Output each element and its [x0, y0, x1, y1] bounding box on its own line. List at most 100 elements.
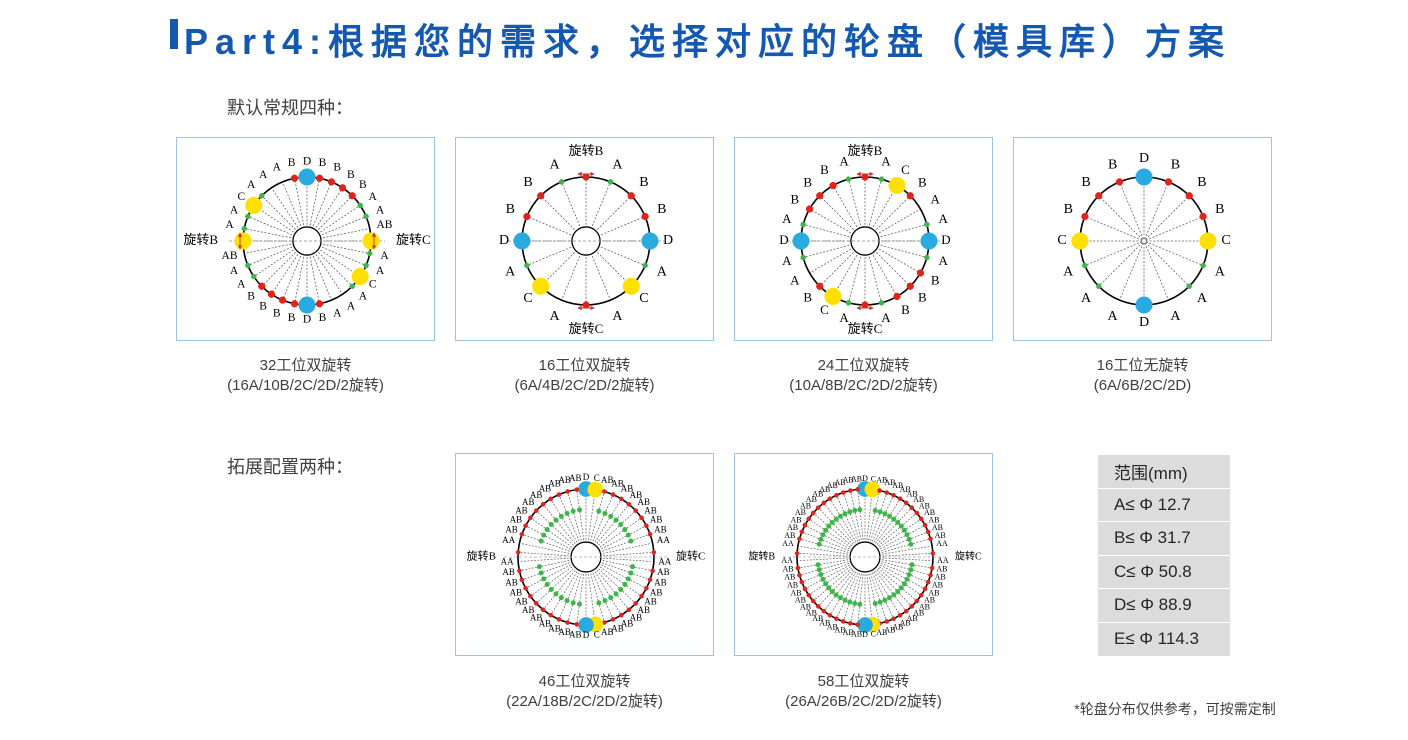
svg-text:D: D [862, 474, 868, 483]
svg-text:A: A [657, 265, 668, 280]
svg-text:AA: AA [501, 556, 514, 566]
svg-text:A: A [259, 169, 268, 181]
svg-text:A: A [237, 279, 246, 291]
svg-text:A: A [1215, 265, 1226, 280]
svg-text:AB: AB [657, 567, 670, 577]
svg-text:B: B [273, 308, 281, 320]
svg-text:旋转B: 旋转B [183, 232, 218, 247]
svg-text:D: D [941, 232, 950, 247]
svg-text:B: B [791, 191, 800, 206]
svg-text:旋转B: 旋转B [848, 143, 883, 158]
svg-text:B: B [333, 162, 341, 174]
svg-text:AA: AA [657, 535, 670, 545]
svg-text:B: B [319, 312, 327, 324]
svg-text:旋转C: 旋转C [955, 549, 982, 562]
svg-text:B: B [1171, 157, 1180, 172]
svg-text:B: B [319, 157, 327, 169]
svg-text:AB: AB [876, 628, 887, 637]
svg-text:A: A [376, 204, 385, 216]
svg-text:B: B [1081, 175, 1090, 190]
svg-text:B: B [288, 157, 296, 169]
svg-text:AB: AB [601, 627, 614, 637]
svg-text:A: A [930, 191, 940, 206]
svg-text:B: B [1108, 157, 1117, 172]
svg-text:C: C [820, 302, 829, 317]
svg-text:C: C [594, 473, 600, 483]
svg-text:旋转C: 旋转C [396, 232, 431, 247]
svg-text:B: B [247, 291, 255, 303]
svg-text:B: B [523, 175, 532, 190]
svg-text:B: B [1064, 202, 1073, 217]
svg-text:B: B [803, 289, 812, 304]
svg-text:AA: AA [782, 539, 794, 548]
svg-text:A: A [273, 162, 282, 174]
svg-text:B: B [259, 300, 267, 312]
svg-text:C: C [1057, 233, 1066, 248]
svg-text:B: B [1215, 202, 1224, 217]
svg-text:B: B [347, 169, 355, 181]
svg-text:A: A [333, 308, 342, 320]
svg-text:A: A [939, 253, 949, 268]
svg-text:AB: AB [851, 474, 862, 483]
svg-text:D: D [779, 232, 788, 247]
svg-text:D: D [583, 472, 590, 482]
svg-text:A: A [230, 265, 239, 277]
svg-text:B: B [931, 272, 940, 287]
svg-text:C: C [1221, 233, 1230, 248]
svg-text:AB: AB [654, 578, 667, 588]
svg-text:D: D [663, 233, 673, 248]
svg-text:D: D [862, 630, 868, 639]
svg-text:B: B [639, 175, 648, 190]
svg-text:AB: AB [510, 515, 523, 525]
svg-text:A: A [550, 309, 561, 324]
svg-text:A: A [782, 211, 792, 226]
svg-text:C: C [237, 191, 245, 203]
svg-text:旋转C: 旋转C [676, 549, 705, 563]
svg-text:A: A [247, 179, 256, 191]
svg-text:B: B [359, 179, 367, 191]
svg-text:B: B [506, 202, 515, 217]
svg-text:C: C [594, 629, 600, 639]
svg-text:AA: AA [502, 535, 515, 545]
svg-text:A: A [225, 219, 234, 231]
svg-text:B: B [657, 202, 666, 217]
svg-text:A: A [505, 265, 516, 280]
svg-text:旋转B: 旋转B [467, 549, 496, 563]
svg-text:AA: AA [781, 556, 793, 565]
svg-text:AB: AB [502, 567, 515, 577]
svg-text:旋转C: 旋转C [848, 321, 883, 336]
svg-text:B: B [1197, 175, 1206, 190]
svg-text:旋转C: 旋转C [569, 321, 604, 336]
svg-text:A: A [376, 265, 385, 277]
svg-text:AB: AB [222, 250, 238, 262]
svg-text:D: D [303, 314, 311, 326]
svg-text:B: B [288, 312, 296, 324]
svg-text:A: A [782, 253, 792, 268]
svg-text:AB: AB [505, 525, 518, 535]
svg-text:AB: AB [787, 581, 798, 590]
svg-text:B: B [918, 175, 927, 190]
svg-text:C: C [369, 279, 377, 291]
svg-text:A: A [1063, 265, 1074, 280]
svg-text:D: D [1139, 151, 1149, 166]
svg-text:B: B [901, 302, 910, 317]
svg-text:旋转B: 旋转B [569, 143, 604, 158]
svg-text:A: A [612, 157, 623, 172]
svg-text:B: B [918, 289, 927, 304]
svg-text:AB: AB [505, 578, 518, 588]
svg-text:AB: AB [784, 573, 795, 582]
svg-text:D: D [303, 156, 311, 168]
svg-text:A: A [881, 310, 891, 325]
svg-text:A: A [790, 272, 800, 287]
svg-text:C: C [871, 629, 876, 638]
svg-text:AB: AB [784, 531, 795, 540]
svg-text:A: A [1170, 309, 1181, 324]
svg-text:A: A [881, 154, 891, 169]
svg-text:AB: AB [654, 525, 667, 535]
svg-text:A: A [1081, 291, 1092, 306]
svg-text:A: A [1108, 309, 1119, 324]
svg-text:D: D [1139, 315, 1149, 330]
svg-text:AB: AB [791, 588, 802, 597]
svg-text:A: A [230, 204, 239, 216]
svg-text:AB: AB [782, 564, 793, 573]
